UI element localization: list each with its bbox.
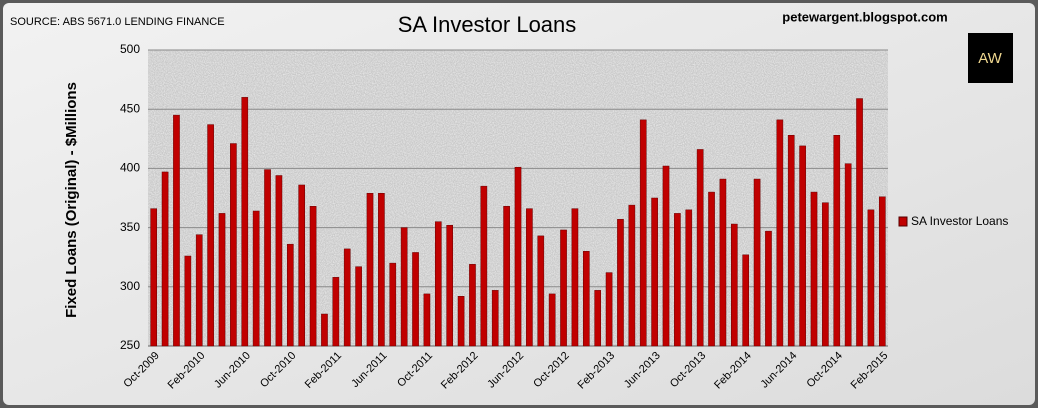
bar [400, 227, 408, 347]
y-tick-label: 450 [120, 101, 140, 115]
bar [776, 119, 784, 347]
bar [173, 114, 180, 347]
bar [343, 248, 351, 347]
bar [298, 184, 306, 347]
bar [469, 264, 476, 347]
bar [491, 290, 499, 347]
bar [275, 175, 283, 347]
bar [730, 223, 738, 347]
bar [412, 252, 419, 347]
bar [446, 224, 454, 347]
bar [844, 163, 852, 347]
bar [286, 243, 294, 347]
chart-title: SA Investor Loans [398, 12, 577, 37]
bar [799, 145, 806, 347]
bar [582, 251, 590, 347]
bar [617, 219, 624, 347]
website: petewargent.blogspot.com [782, 9, 947, 24]
bar [434, 221, 442, 347]
y-tick-label: 500 [120, 42, 140, 56]
bar [252, 210, 260, 347]
bar [742, 254, 750, 347]
y-tick-label: 300 [120, 279, 140, 293]
bar [207, 124, 214, 347]
bar [765, 230, 772, 347]
bar [787, 134, 795, 347]
bar [150, 208, 158, 347]
bar [833, 134, 841, 347]
bar [822, 202, 829, 347]
bar [537, 235, 545, 347]
bar [594, 290, 602, 347]
bar [753, 178, 761, 347]
bar [685, 209, 693, 347]
bar [514, 166, 522, 347]
y-tick-label: 400 [120, 161, 140, 175]
y-axis-label: Fixed Loans (Original) - $Millions [63, 82, 80, 318]
bar [218, 213, 226, 347]
bar [241, 97, 249, 347]
bar [264, 169, 271, 347]
bar [423, 293, 431, 347]
bar [662, 165, 670, 347]
legend-label: SA Investor Loans [911, 214, 1008, 228]
bar [195, 234, 203, 347]
bar [355, 266, 362, 347]
bar [856, 98, 863, 347]
logo-box [968, 33, 1013, 83]
bar [651, 197, 658, 347]
bar [867, 209, 875, 347]
y-tick-label: 350 [120, 220, 140, 234]
bar [571, 208, 579, 347]
bar [628, 204, 636, 347]
bar [719, 178, 727, 347]
bar [708, 191, 715, 347]
bar [560, 229, 567, 347]
bar [161, 171, 169, 347]
bar [878, 196, 886, 347]
bar [696, 149, 704, 347]
bar [548, 293, 556, 347]
bar [639, 119, 647, 347]
bar [366, 193, 374, 347]
bar [605, 272, 613, 347]
bar [480, 185, 488, 347]
bar [503, 206, 510, 347]
bar [389, 262, 397, 347]
bar [321, 313, 328, 347]
legend-swatch [898, 216, 908, 227]
source: SOURCE: ABS 5671.0 LENDING FINANCE [10, 16, 225, 28]
logo: AW [978, 50, 1002, 67]
bar [378, 193, 385, 347]
bar [674, 213, 681, 347]
bar [526, 208, 533, 347]
bar [184, 255, 192, 347]
bar [457, 296, 465, 347]
bar [810, 191, 818, 347]
bar [309, 206, 317, 347]
y-tick-label: 250 [120, 338, 140, 352]
bar [332, 277, 340, 347]
bar [230, 143, 237, 347]
